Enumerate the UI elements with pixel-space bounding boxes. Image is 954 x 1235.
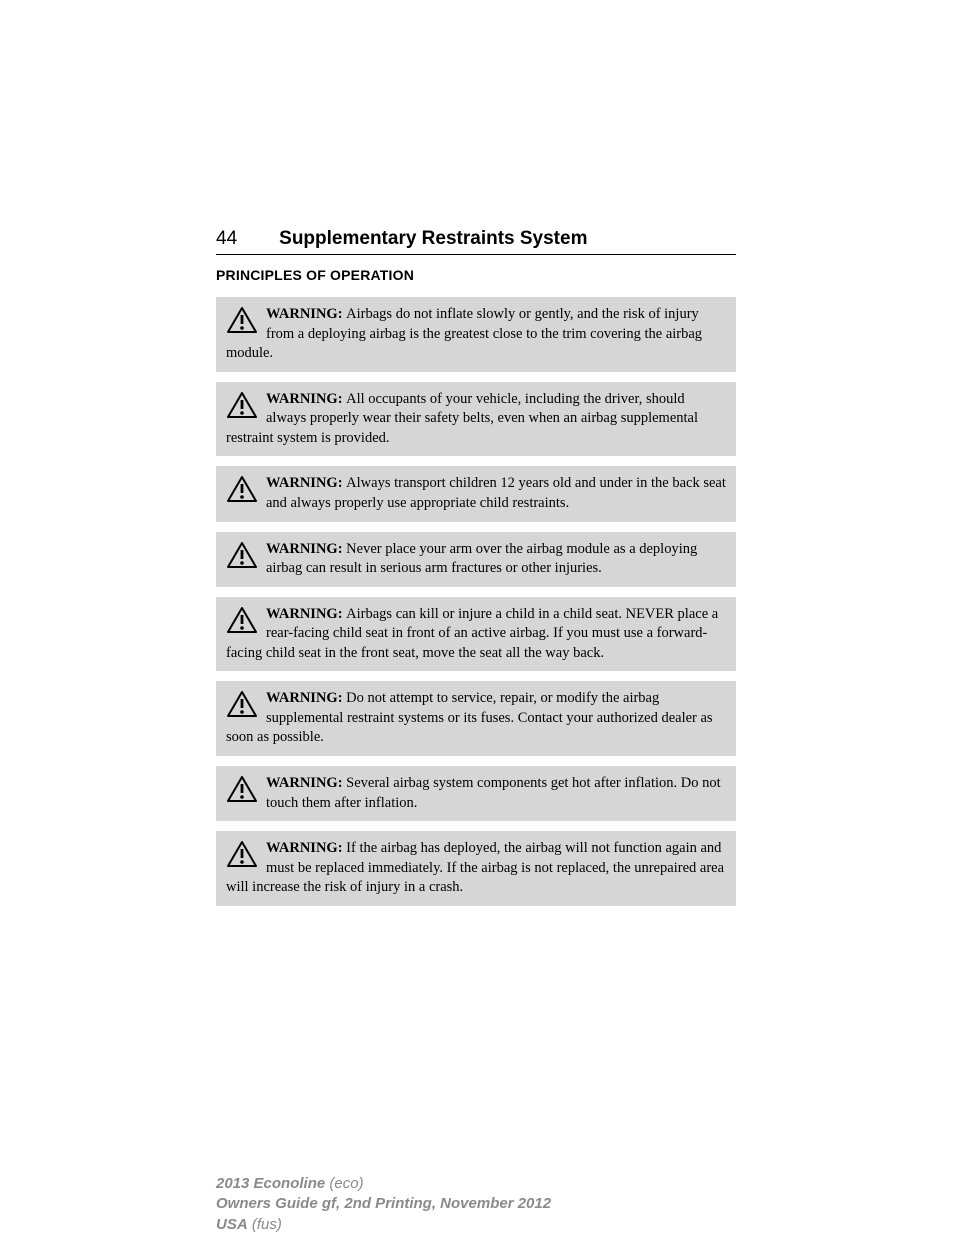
warning-box: WARNING: Never place your arm over the a… [216, 532, 736, 587]
warning-label: WARNING: [266, 475, 346, 491]
warning-triangle-icon [226, 690, 258, 718]
warning-triangle-icon [226, 475, 258, 503]
warning-label: WARNING: [266, 306, 346, 322]
warning-box: WARNING: Airbags do not inflate slowly o… [216, 297, 736, 372]
warning-triangle-icon [226, 840, 258, 868]
warning-triangle-icon [226, 306, 258, 334]
warning-box: WARNING: All occupants of your vehicle, … [216, 382, 736, 457]
warning-label: WARNING: [266, 391, 346, 407]
footer-line-1: 2013 Econoline (eco) [216, 1174, 736, 1194]
footer: 2013 Econoline (eco) Owners Guide gf, 2n… [216, 1174, 736, 1235]
warning-box: WARNING: Always transport children 12 ye… [216, 466, 736, 521]
chapter-title: Supplementary Restraints System [279, 228, 587, 250]
warning-box: WARNING: Several airbag system component… [216, 766, 736, 821]
warning-triangle-icon [226, 391, 258, 419]
footer-line-3: USA (fus) [216, 1215, 736, 1235]
footer-region: USA [216, 1216, 248, 1233]
warning-label: WARNING: [266, 775, 346, 791]
warnings-list: WARNING: Airbags do not inflate slowly o… [216, 297, 736, 906]
page-number: 44 [216, 228, 237, 250]
page-content: 44 Supplementary Restraints System PRINC… [216, 228, 736, 916]
warning-box: WARNING: If the airbag has deployed, the… [216, 831, 736, 906]
warning-label: WARNING: [266, 690, 346, 706]
footer-model-code: (eco) [325, 1175, 363, 1192]
warning-label: WARNING: [266, 541, 346, 557]
warning-label: WARNING: [266, 840, 346, 856]
footer-model: 2013 Econoline [216, 1175, 325, 1192]
warning-box: WARNING: Do not attempt to service, repa… [216, 681, 736, 756]
warning-triangle-icon [226, 775, 258, 803]
warning-box: WARNING: Airbags can kill or injure a ch… [216, 597, 736, 672]
header-row: 44 Supplementary Restraints System [216, 228, 736, 255]
warning-triangle-icon [226, 541, 258, 569]
warning-triangle-icon [226, 606, 258, 634]
footer-line-2: Owners Guide gf, 2nd Printing, November … [216, 1194, 736, 1214]
warning-label: WARNING: [266, 606, 346, 622]
footer-region-code: (fus) [248, 1216, 282, 1233]
section-heading: PRINCIPLES OF OPERATION [216, 267, 736, 283]
